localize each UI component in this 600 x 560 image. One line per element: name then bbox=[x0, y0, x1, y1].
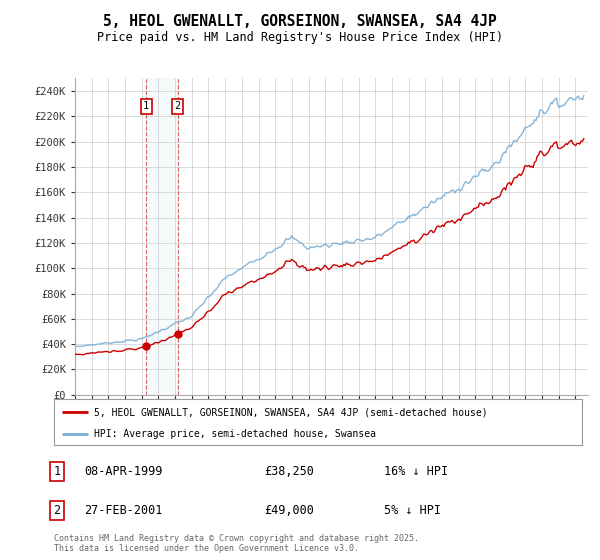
Text: 16% ↓ HPI: 16% ↓ HPI bbox=[384, 465, 448, 478]
Text: Contains HM Land Registry data © Crown copyright and database right 2025.
This d: Contains HM Land Registry data © Crown c… bbox=[54, 534, 419, 553]
Text: 5% ↓ HPI: 5% ↓ HPI bbox=[384, 504, 441, 517]
Text: 5, HEOL GWENALLT, GORSEINON, SWANSEA, SA4 4JP (semi-detached house): 5, HEOL GWENALLT, GORSEINON, SWANSEA, SA… bbox=[94, 407, 487, 417]
Text: £38,250: £38,250 bbox=[264, 465, 314, 478]
Text: 2: 2 bbox=[53, 504, 61, 517]
Text: 2: 2 bbox=[175, 101, 181, 111]
Text: 1: 1 bbox=[143, 101, 149, 111]
Text: 5, HEOL GWENALLT, GORSEINON, SWANSEA, SA4 4JP: 5, HEOL GWENALLT, GORSEINON, SWANSEA, SA… bbox=[103, 14, 497, 29]
Text: 08-APR-1999: 08-APR-1999 bbox=[84, 465, 163, 478]
Text: £49,000: £49,000 bbox=[264, 504, 314, 517]
Text: HPI: Average price, semi-detached house, Swansea: HPI: Average price, semi-detached house,… bbox=[94, 429, 376, 438]
Text: 1: 1 bbox=[53, 465, 61, 478]
Bar bbox=[146, 78, 178, 395]
Text: Price paid vs. HM Land Registry's House Price Index (HPI): Price paid vs. HM Land Registry's House … bbox=[97, 31, 503, 44]
Text: 27-FEB-2001: 27-FEB-2001 bbox=[84, 504, 163, 517]
